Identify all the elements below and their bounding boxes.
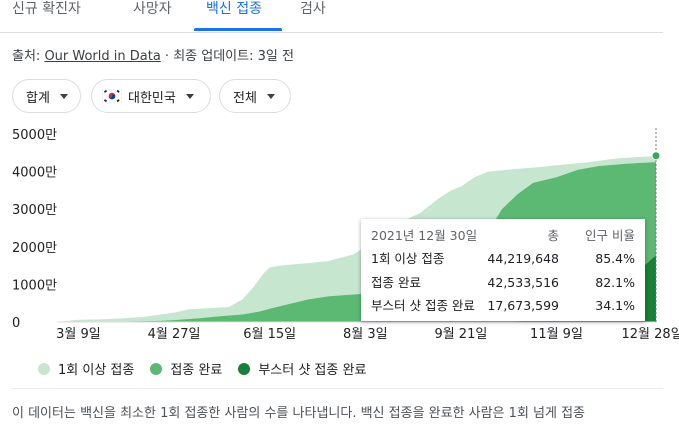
x-tick-label: 12월 28일 xyxy=(622,327,679,342)
tooltip-row-ratio: 85.4% xyxy=(595,251,635,266)
tooltip-row-ratio: 34.1% xyxy=(595,298,635,313)
y-tick-label: 2000만 xyxy=(12,241,57,256)
tooltip-date: 2021년 12월 30일 xyxy=(371,228,478,243)
y-tick-label: 4000만 xyxy=(12,166,57,181)
y-tick-label: 3000만 xyxy=(12,203,57,218)
x-tick-label: 4월 27일 xyxy=(148,327,201,342)
legend-label: 1회 이상 접종 xyxy=(58,363,135,378)
last-updated: · 최종 업데이트: 3일 전 xyxy=(160,49,294,64)
x-tick-label: 8월 3일 xyxy=(343,327,388,342)
tab-tests[interactable]: 검사 xyxy=(300,1,326,17)
tab-new-cases[interactable]: 신규 확진자 xyxy=(12,1,81,17)
legend-swatch xyxy=(238,362,251,375)
legend-swatch xyxy=(150,362,163,375)
total-filter-chip[interactable]: 합계 xyxy=(12,79,81,113)
x-tick-label: 9월 21일 xyxy=(434,327,487,342)
chevron-down-icon xyxy=(59,93,68,99)
tab-deaths[interactable]: 사망자 xyxy=(133,1,172,17)
active-tab-indicator xyxy=(194,28,282,31)
chevron-down-icon xyxy=(266,93,275,99)
country-filter-label: 대한민국 xyxy=(128,90,176,106)
tooltip-row-label: 부스터 샷 접종 완료 xyxy=(371,298,475,313)
total-filter-label: 합계 xyxy=(26,90,50,106)
legend-swatch xyxy=(38,362,50,375)
south-korea-flag-icon xyxy=(102,89,122,103)
tooltip-row-ratio: 82.1% xyxy=(595,275,635,290)
legend-label: 접종 완료 xyxy=(170,363,223,378)
legend-item-fully-vaccinated[interactable]: 접종 완료 xyxy=(150,359,222,378)
y-tick-label: 5000만 xyxy=(12,128,57,143)
x-tick-label: 11월 9일 xyxy=(530,327,583,342)
source-line: 출처: Our World in Data · 최종 업데이트: 3일 전 xyxy=(12,45,294,64)
tab-bar: 신규 확진자 사망자 백신 접종 검사 xyxy=(0,0,679,32)
legend-item-booster[interactable]: 부스터 샷 접종 완료 xyxy=(238,359,366,378)
legend-item-first-dose[interactable]: 1회 이상 접종 xyxy=(38,359,134,378)
chart-tooltip: 2021년 12월 30일 총 인구 비율 1회 이상 접종 44,219,64… xyxy=(361,219,645,321)
source-prefix: 출처: xyxy=(12,49,45,64)
tooltip-row-total: 44,219,648 xyxy=(487,251,559,266)
tab-vaccinations[interactable]: 백신 접종 xyxy=(206,1,262,17)
source-link[interactable]: Our World in Data xyxy=(44,49,161,64)
x-tick-label: 3월 9일 xyxy=(56,327,101,342)
tooltip-row-total: 42,533,516 xyxy=(487,275,559,290)
x-tick-label: 6월 15일 xyxy=(243,327,296,342)
tooltip-col-ratio: 인구 비율 xyxy=(585,228,635,243)
chart-legend: 1회 이상 접종 접종 완료 부스터 샷 접종 완료 xyxy=(38,359,382,378)
range-filter-chip[interactable]: 전체 xyxy=(219,79,291,113)
section-divider xyxy=(12,388,663,389)
tooltip-row-label: 1회 이상 접종 xyxy=(371,251,445,266)
range-filter-label: 전체 xyxy=(233,90,257,106)
hover-marker xyxy=(651,151,661,161)
tooltip-row-total: 17,673,599 xyxy=(487,298,559,313)
legend-label: 부스터 샷 접종 완료 xyxy=(258,363,367,378)
country-filter-chip[interactable]: 대한민국 xyxy=(91,79,211,113)
chevron-down-icon xyxy=(185,93,194,99)
tooltip-col-total: 총 xyxy=(547,228,559,243)
tooltip-row-label: 접종 완료 xyxy=(371,275,421,290)
data-description: 이 데이터는 백신을 최소한 1회 접종한 사람의 수를 나타냅니다. 백신 접… xyxy=(12,406,586,421)
y-tick-label: 1000만 xyxy=(12,278,57,293)
tabs-divider xyxy=(0,32,663,33)
y-tick-label: 0 xyxy=(12,316,20,331)
